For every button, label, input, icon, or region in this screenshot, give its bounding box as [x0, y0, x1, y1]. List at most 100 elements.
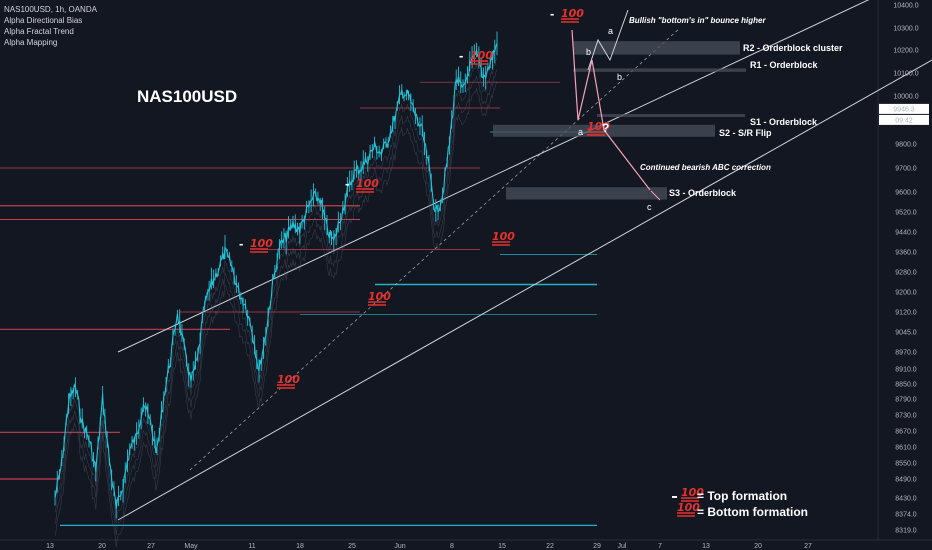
y-tick-label: 8670.0	[895, 429, 917, 436]
x-tick-label: 20	[98, 543, 106, 550]
top-dash: -	[345, 176, 349, 191]
bullish-bounce-path	[587, 9, 629, 71]
y-tick-label: 8970.0	[895, 350, 917, 357]
indicator-3[interactable]: Alpha Mapping	[4, 38, 58, 47]
orderblock-zone	[506, 187, 667, 200]
bottom-formation-marker: 100	[677, 501, 700, 517]
y-tick-label: 8490.0	[895, 477, 917, 484]
wave-label-c: c	[647, 202, 652, 212]
y-tick-label: 8850.0	[895, 382, 917, 389]
y-tick-label: 9800.0	[895, 142, 917, 149]
x-tick-label: Jun	[394, 543, 405, 550]
bottom-formation-marker: 100	[492, 230, 515, 246]
hundred-icon: 100	[277, 373, 300, 386]
hundred-icon: 100	[681, 486, 704, 499]
x-tick-label: 27	[147, 543, 155, 550]
countdown-value: 09:42	[895, 117, 913, 124]
level-label-r1: R1 - Orderblock	[750, 60, 819, 70]
level-label-r2: R2 - Orderblock cluster	[743, 43, 843, 53]
y-tick-label: 10400.0	[893, 3, 918, 10]
y-tick-label: 9700.0	[895, 166, 917, 173]
wave-label-b-bull: b	[617, 72, 622, 82]
indicator-envelope	[54, 81, 498, 547]
countdown-tag	[879, 114, 929, 125]
y-tick-label: 9280.0	[895, 270, 917, 277]
symbol-line: NAS100USD, 1h, OANDA	[4, 5, 97, 14]
legend-bottom-text: = Bottom formation	[697, 505, 808, 519]
wave-label-a-bear: a	[578, 127, 583, 137]
orderblock-zone	[573, 41, 740, 55]
y-tick-label: 10100.0	[893, 71, 918, 78]
x-tick-label: 11	[248, 543, 255, 550]
hundred-icon: 100	[368, 290, 391, 303]
x-tick-label: 25	[348, 543, 356, 550]
x-tick-label: 18	[296, 543, 304, 550]
x-tick-label: May	[184, 543, 198, 550]
y-tick-label: 9520.0	[895, 210, 917, 217]
channel-mid-line	[189, 27, 681, 471]
y-tick-label: 9120.0	[895, 310, 917, 317]
indicator-envelope	[54, 57, 498, 523]
level-label-s2: S2 - S/R Flip	[719, 128, 772, 138]
wave-label-b-bear: b	[586, 47, 591, 57]
last-price-value: 9946.3	[893, 106, 915, 113]
x-tick-label: Jul	[618, 543, 627, 550]
bullish-projection-text: Bullish "bottom's in" bounce higher	[629, 16, 766, 25]
hundred-icon: 100	[561, 7, 584, 20]
channel-upper-line	[117, 0, 870, 353]
hundred-icon: 100	[356, 177, 379, 190]
y-tick-label: 9045.0	[895, 330, 917, 337]
price-axis-bg	[878, 0, 932, 540]
hundred-icon: 100	[250, 237, 273, 250]
indicator-1[interactable]: Alpha Directional Bias	[4, 16, 83, 25]
indicator-2[interactable]: Alpha Fractal Trend	[4, 27, 74, 36]
bottom-formation-marker: 100	[277, 373, 300, 389]
top-formation-marker: -100	[550, 6, 584, 23]
x-tick-label: 20	[754, 543, 762, 550]
question-mark: ?	[602, 121, 609, 135]
y-tick-label: 8610.0	[895, 445, 917, 452]
top-formation-marker: -100	[345, 176, 379, 193]
orderblock-zone	[573, 68, 746, 72]
y-tick-label: 8910.0	[895, 367, 917, 374]
level-label-s1: S1 - Orderblock	[750, 117, 818, 127]
bearish-tail	[650, 190, 661, 201]
hundred-icon: 100	[677, 501, 700, 514]
y-tick-label: 8730.0	[895, 413, 917, 420]
y-tick-label: 8550.0	[895, 461, 917, 468]
bottom-formation-marker: 100	[368, 290, 391, 306]
chart-title: NAS100USD	[137, 87, 237, 106]
y-tick-label: 10200.0	[893, 48, 918, 55]
y-tick-label: 8430.0	[895, 496, 917, 503]
top-dash: -	[550, 6, 554, 21]
bottom-formation-marker: 100	[681, 486, 704, 502]
y-tick-label: 10300.0	[893, 26, 918, 33]
indicator-envelope	[54, 69, 498, 535]
hundred-icon: 100	[470, 49, 493, 62]
y-tick-label: 8790.0	[895, 397, 917, 404]
level-label-s3: S3 - Orderblock	[669, 188, 737, 198]
legend-top-text: = Top formation	[697, 489, 787, 503]
x-tick-label: 15	[498, 543, 506, 550]
channel-lower-line	[117, 59, 932, 521]
x-tick-label: 13	[46, 543, 54, 550]
x-tick-label: 8	[450, 543, 454, 550]
top-dash: -	[459, 48, 463, 63]
x-tick-label: 7	[658, 543, 662, 550]
x-tick-label: 29	[593, 543, 601, 550]
orderblock-zone	[597, 114, 745, 117]
y-tick-label: 9360.0	[895, 250, 917, 257]
top-formation-marker: -100	[239, 236, 273, 253]
x-tick-label: 13	[702, 543, 710, 550]
x-tick-label: 27	[804, 543, 812, 550]
top-dash: -	[239, 236, 243, 251]
wave-label-a-bull: a	[608, 26, 613, 36]
x-tick-label: 22	[546, 543, 554, 550]
y-tick-label: 9600.0	[895, 190, 917, 197]
y-tick-label: 8319.0	[895, 528, 917, 535]
bearish-projection-text: Continued bearish ABC correction	[640, 163, 771, 172]
y-tick-label: 8374.0	[895, 512, 917, 519]
y-tick-label: 9440.0	[895, 230, 917, 237]
price-line	[54, 43, 498, 509]
